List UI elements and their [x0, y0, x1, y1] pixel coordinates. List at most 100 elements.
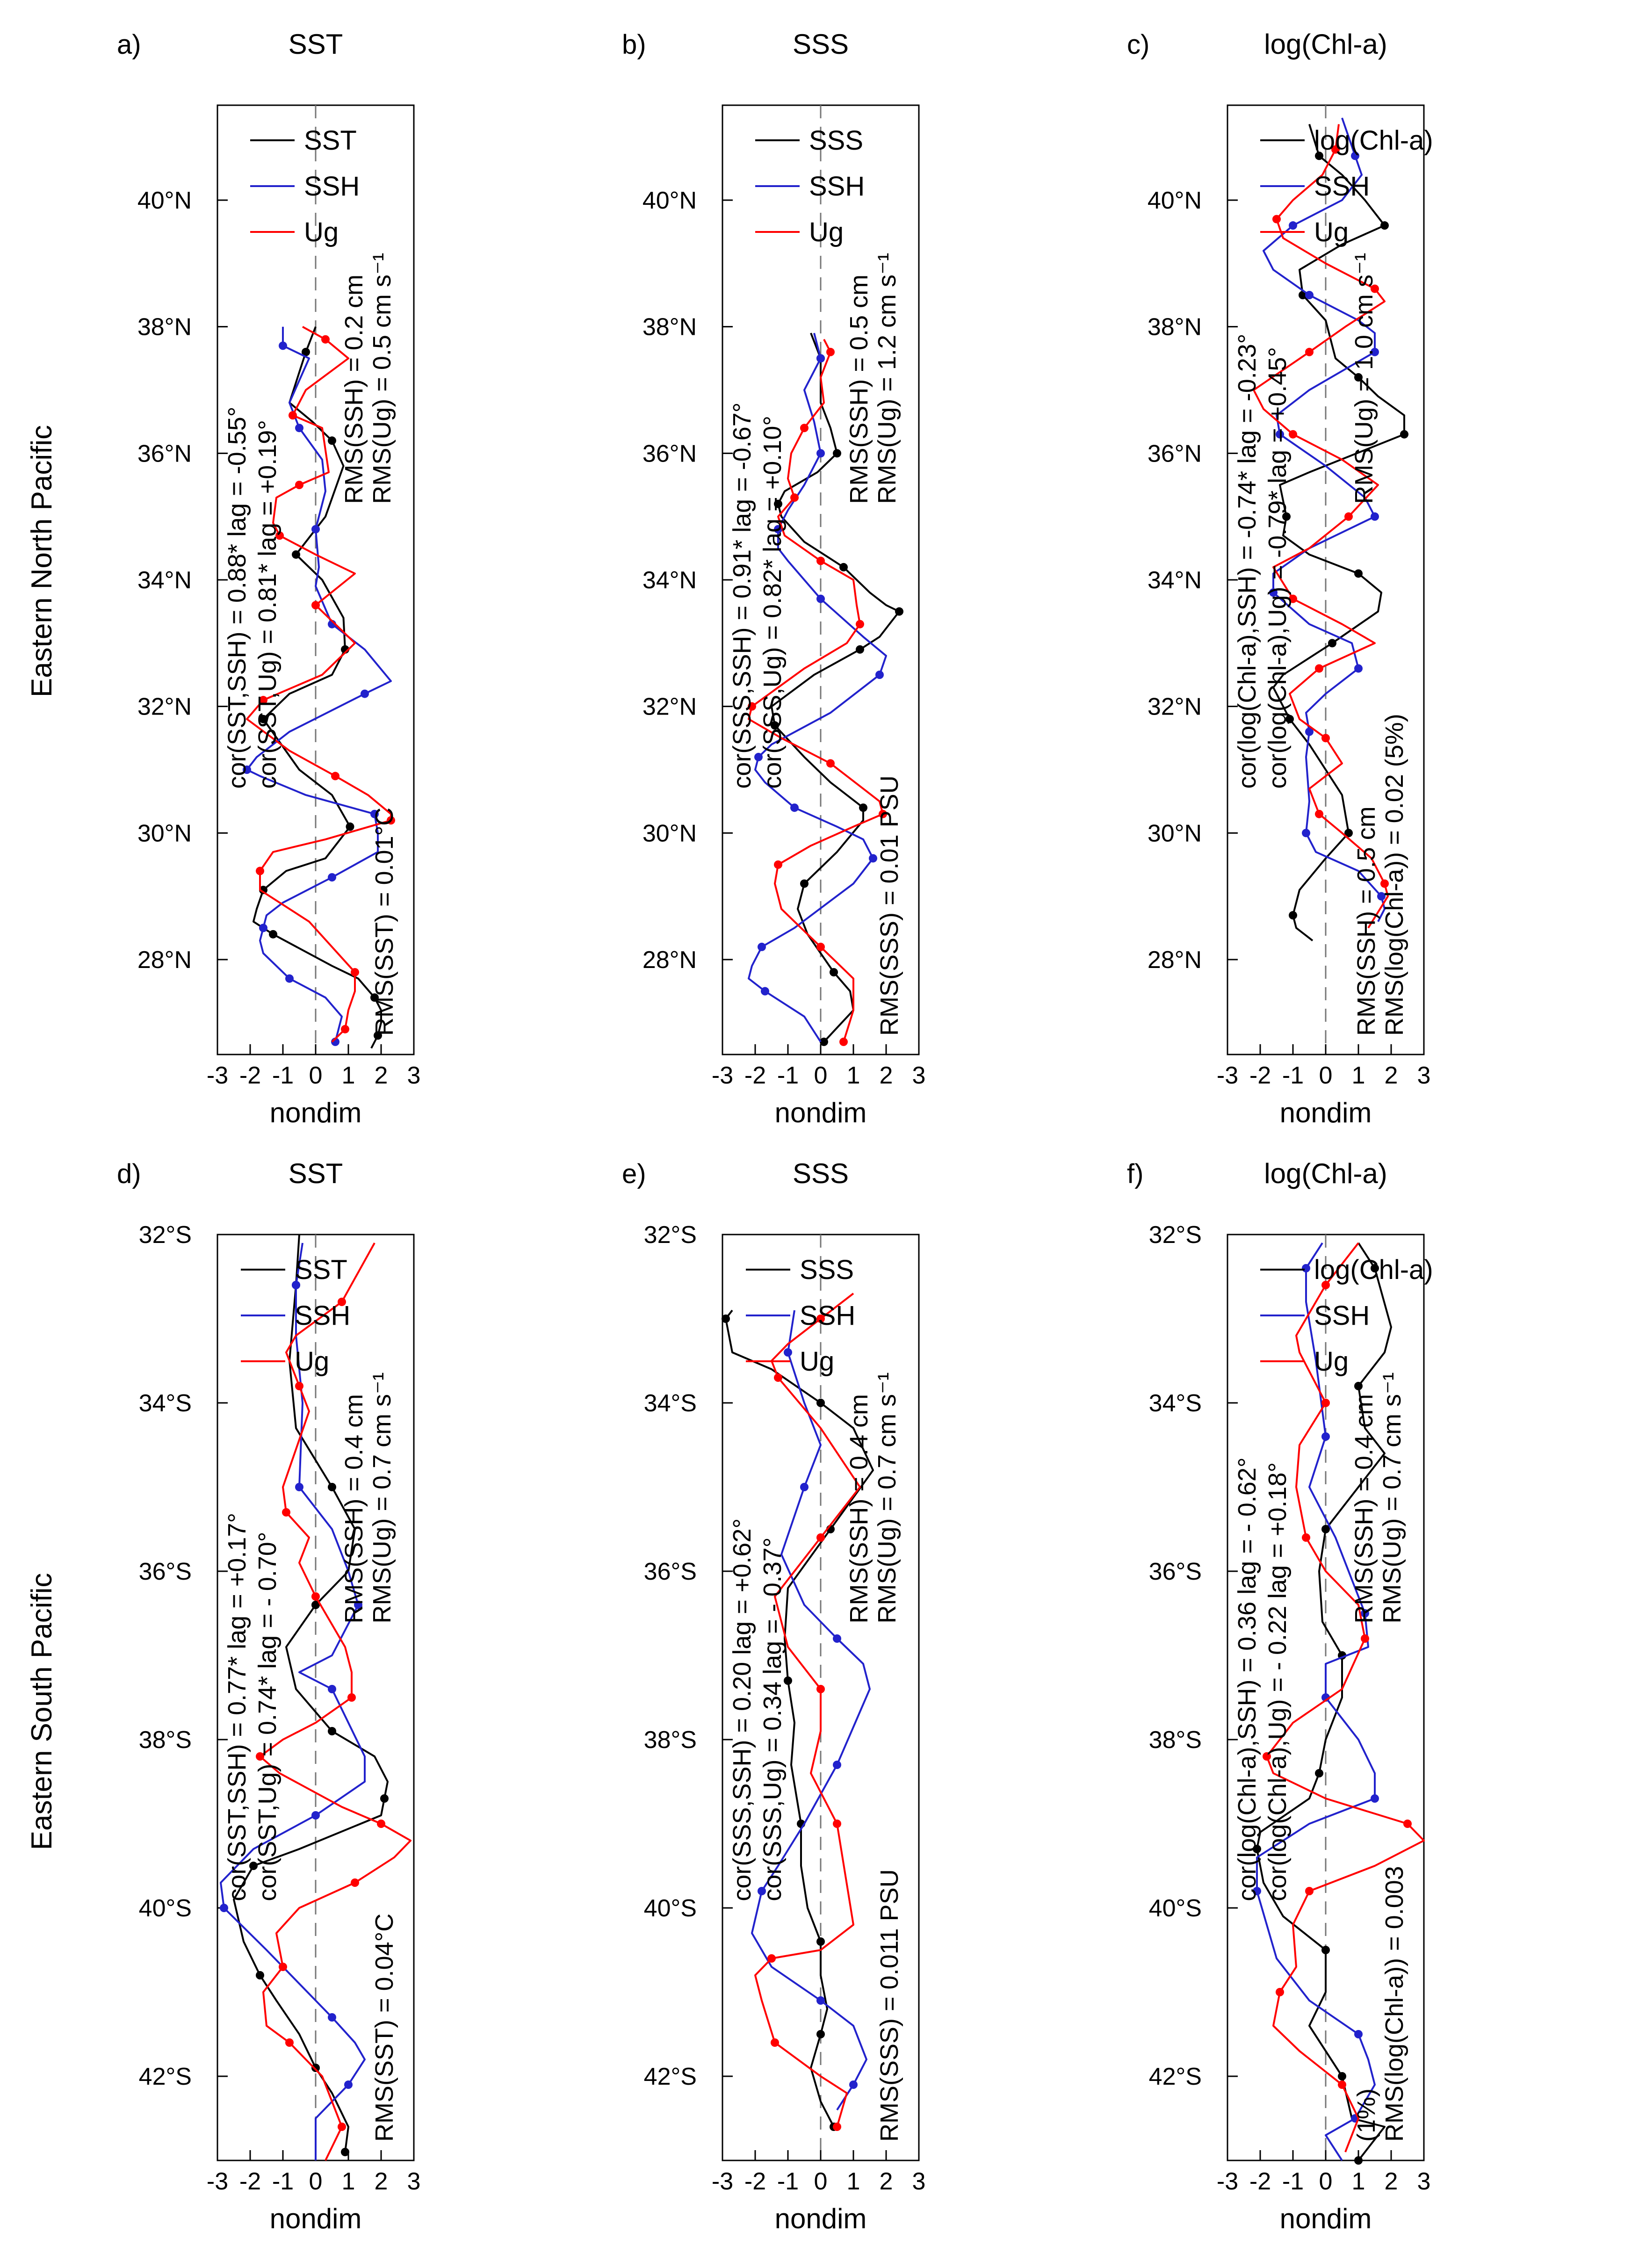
data-point	[784, 1348, 792, 1357]
x-tick-label: -3	[712, 2168, 733, 2195]
x-tick-label: -1	[272, 1062, 294, 1089]
data-point	[833, 1820, 841, 1828]
panel-label: c)	[1127, 29, 1149, 60]
data-point	[1354, 1382, 1363, 1390]
data-point	[816, 354, 825, 363]
data-point	[1321, 1399, 1330, 1407]
data-point	[282, 1508, 290, 1517]
panel-title: SST	[289, 1158, 343, 1189]
data-point	[895, 607, 903, 616]
data-point	[774, 860, 782, 869]
data-point	[833, 1634, 841, 1643]
data-point	[344, 2080, 353, 2089]
data-point	[256, 1752, 264, 1761]
data-point	[1338, 2080, 1346, 2089]
data-point	[256, 867, 264, 875]
x-tick-label: 0	[814, 1062, 828, 1089]
data-point	[790, 803, 799, 812]
data-point	[1380, 221, 1389, 230]
data-point	[311, 1592, 320, 1601]
y-tick-label: 38°N	[643, 314, 697, 341]
correlation-annotation: cor(SSS,Ug) = 0.34 lag = - 0.37°	[758, 1538, 787, 1901]
data-point	[338, 1298, 346, 1306]
x-tick-label: 2	[880, 1062, 893, 1089]
data-point	[259, 696, 267, 705]
rms-annotation: RMS(SSS) = 0.01 PSU	[875, 775, 903, 1036]
data-point	[269, 930, 277, 939]
data-point	[1315, 664, 1323, 673]
data-point	[370, 809, 379, 818]
data-point	[1302, 829, 1310, 838]
rms-annotation: RMS(SSH) = 0.5 cm	[1352, 806, 1380, 1036]
y-tick-label: 38°S	[139, 1726, 192, 1754]
x-tick-label: -3	[1217, 1062, 1238, 1089]
data-point	[816, 1996, 825, 2005]
y-tick-label: 38°S	[644, 1726, 697, 1754]
data-point	[328, 1727, 336, 1735]
data-point	[833, 1761, 841, 1769]
data-point	[1305, 291, 1314, 299]
correlation-annotation: cor(SSS,SSH) = 0.20 lag = +0.62°	[728, 1518, 756, 1901]
correlation-annotation: cor(log(Chl-a),Ug) = -0.79* lag = +0.45°	[1263, 347, 1292, 789]
y-tick-label: 40°N	[1148, 187, 1202, 214]
data-point	[1263, 1752, 1271, 1761]
x-tick-label: 0	[309, 2168, 323, 2195]
x-tick-label: 1	[342, 2168, 355, 2195]
correlation-annotation: cor(log(Chl-a),SSH) = 0.36 lag = - 0.62°	[1233, 1458, 1261, 1901]
y-tick-label: 32°S	[1149, 1221, 1202, 1249]
y-tick-label: 30°N	[137, 820, 192, 847]
data-point	[774, 1373, 782, 1382]
data-point	[1354, 2030, 1363, 2038]
data-point	[771, 2038, 779, 2047]
data-point	[1321, 1281, 1330, 1289]
panel-e: e) SSS -3 -2 -1 0 1 2 3 nondim 32°S 34°S 36°S 38°S 40°…	[622, 1158, 925, 2234]
rms-annotation: RMS(SSH) = 0.2 cm	[340, 274, 368, 504]
y-tick-label: 36°N	[643, 440, 697, 467]
panel-title: SST	[289, 29, 343, 60]
panel-a: a) SST -3 -2 -1 0 1 2 3 nondim 28°N 30°N 32°N 34°N 36°…	[117, 29, 420, 1128]
data-point	[826, 759, 835, 768]
x-tick-label: -1	[272, 2168, 294, 2195]
data-point	[351, 968, 359, 977]
correlation-annotation: cor(SSS,SSH) = 0.91* lag = -0.67°	[728, 403, 756, 789]
series-line-sst	[253, 326, 382, 1049]
x-tick-label: -2	[239, 1062, 261, 1089]
x-tick-label: 1	[1352, 1062, 1365, 1089]
panel-label: e)	[622, 1159, 646, 1189]
data-point	[1400, 430, 1408, 439]
legend-entry: Ug	[800, 1346, 834, 1377]
data-point	[259, 886, 267, 895]
data-point	[292, 1281, 300, 1289]
legend-entry: SSH	[295, 1300, 350, 1331]
data-point	[259, 924, 267, 932]
data-point	[295, 1382, 303, 1390]
data-point	[1282, 512, 1291, 521]
row-label-north: Eastern North Pacific	[26, 425, 58, 697]
data-point	[1276, 430, 1284, 439]
legend-entry: Ug	[1314, 1346, 1349, 1377]
panel-c: c) log(Chl-a) -3 -2 -1 0 1 2 3 nondim 28°N 30°N 32°N…	[1127, 29, 1433, 1128]
y-tick-label: 38°N	[137, 314, 192, 341]
data-point	[377, 1820, 385, 1828]
data-point	[856, 645, 864, 654]
data-point	[1315, 152, 1323, 160]
data-point	[1344, 829, 1353, 838]
y-tick-label: 38°N	[1148, 314, 1202, 341]
data-point	[321, 335, 330, 344]
data-point	[338, 2123, 346, 2131]
y-tick-label: 28°N	[1148, 946, 1202, 974]
panel-d: d) SST -3 -2 -1 0 1 2 3 nondim 32°S 34°S 36°S 38°S 40°…	[117, 1158, 420, 2234]
data-point	[1253, 1845, 1261, 1853]
rms-annotation: RMS(SSS) = 0.011 PSU	[875, 1869, 903, 2142]
x-tick-label: 2	[375, 1062, 388, 1089]
data-point	[816, 449, 825, 458]
data-point	[295, 1483, 303, 1491]
data-point	[1380, 879, 1389, 888]
y-tick-label: 36°N	[137, 440, 192, 467]
x-axis-label: nondim	[775, 2203, 867, 2234]
series-line-ug	[754, 1293, 861, 2127]
series-line-ug	[748, 339, 884, 1042]
x-axis-label: nondim	[270, 2203, 362, 2234]
y-tick-label: 34°N	[1148, 567, 1202, 594]
data-point	[311, 525, 320, 534]
